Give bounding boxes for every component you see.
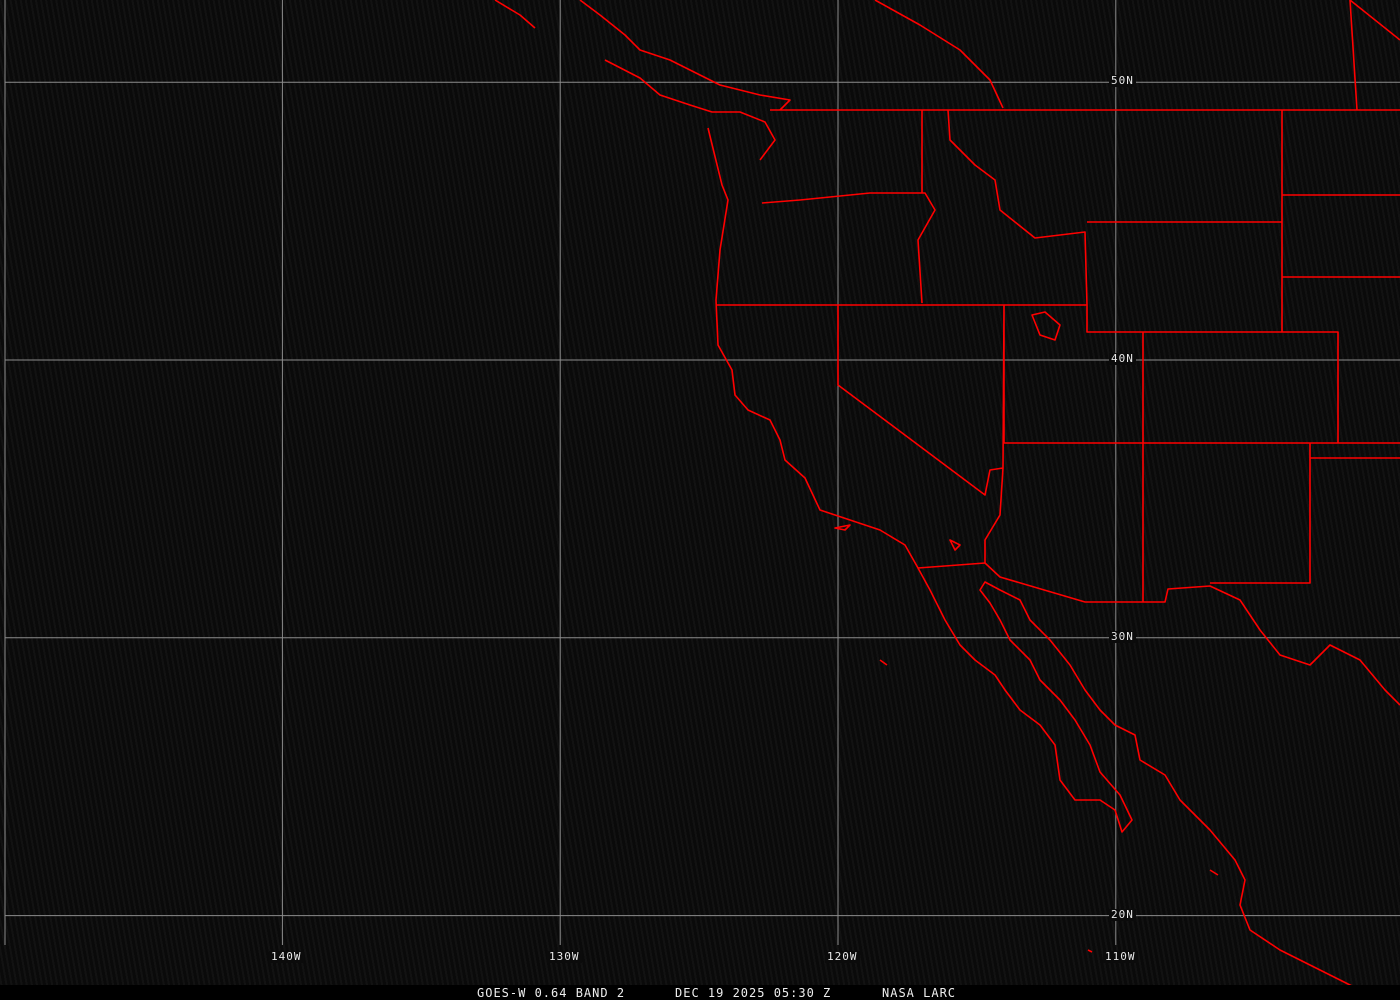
lat-label-30n: 30N: [1109, 630, 1136, 643]
lat-label-20n: 20N: [1109, 908, 1136, 921]
boundaries: [494, 0, 1400, 991]
lat-lon-grid: [4, 0, 1400, 945]
canada-provincial-borders: [874, 0, 1400, 111]
canada-coastline: [494, 0, 791, 111]
lon-label-110w: 110W: [1103, 950, 1138, 963]
us-mexico-border: [917, 562, 1400, 706]
timestamp-label: DEC 19 2025 05:30 Z: [675, 986, 832, 1000]
us-mexico-west-coastline: [604, 59, 1361, 991]
lon-label-120w: 120W: [825, 950, 860, 963]
lat-label-50n: 50N: [1109, 74, 1136, 87]
source-label: NASA LARC: [882, 986, 957, 1000]
lat-label-40n: 40N: [1109, 352, 1136, 365]
us-state-borders: [716, 109, 1400, 602]
lon-label-130w: 130W: [547, 950, 582, 963]
lon-label-140w: 140W: [269, 950, 304, 963]
islands: [834, 524, 1219, 953]
satellite-band-label: GOES-W 0.64 BAND 2: [477, 986, 626, 1000]
image-caption-bar: GOES-W 0.64 BAND 2 DEC 19 2025 05:30 Z N…: [0, 985, 1400, 1000]
great-salt-lake: [1031, 311, 1061, 341]
